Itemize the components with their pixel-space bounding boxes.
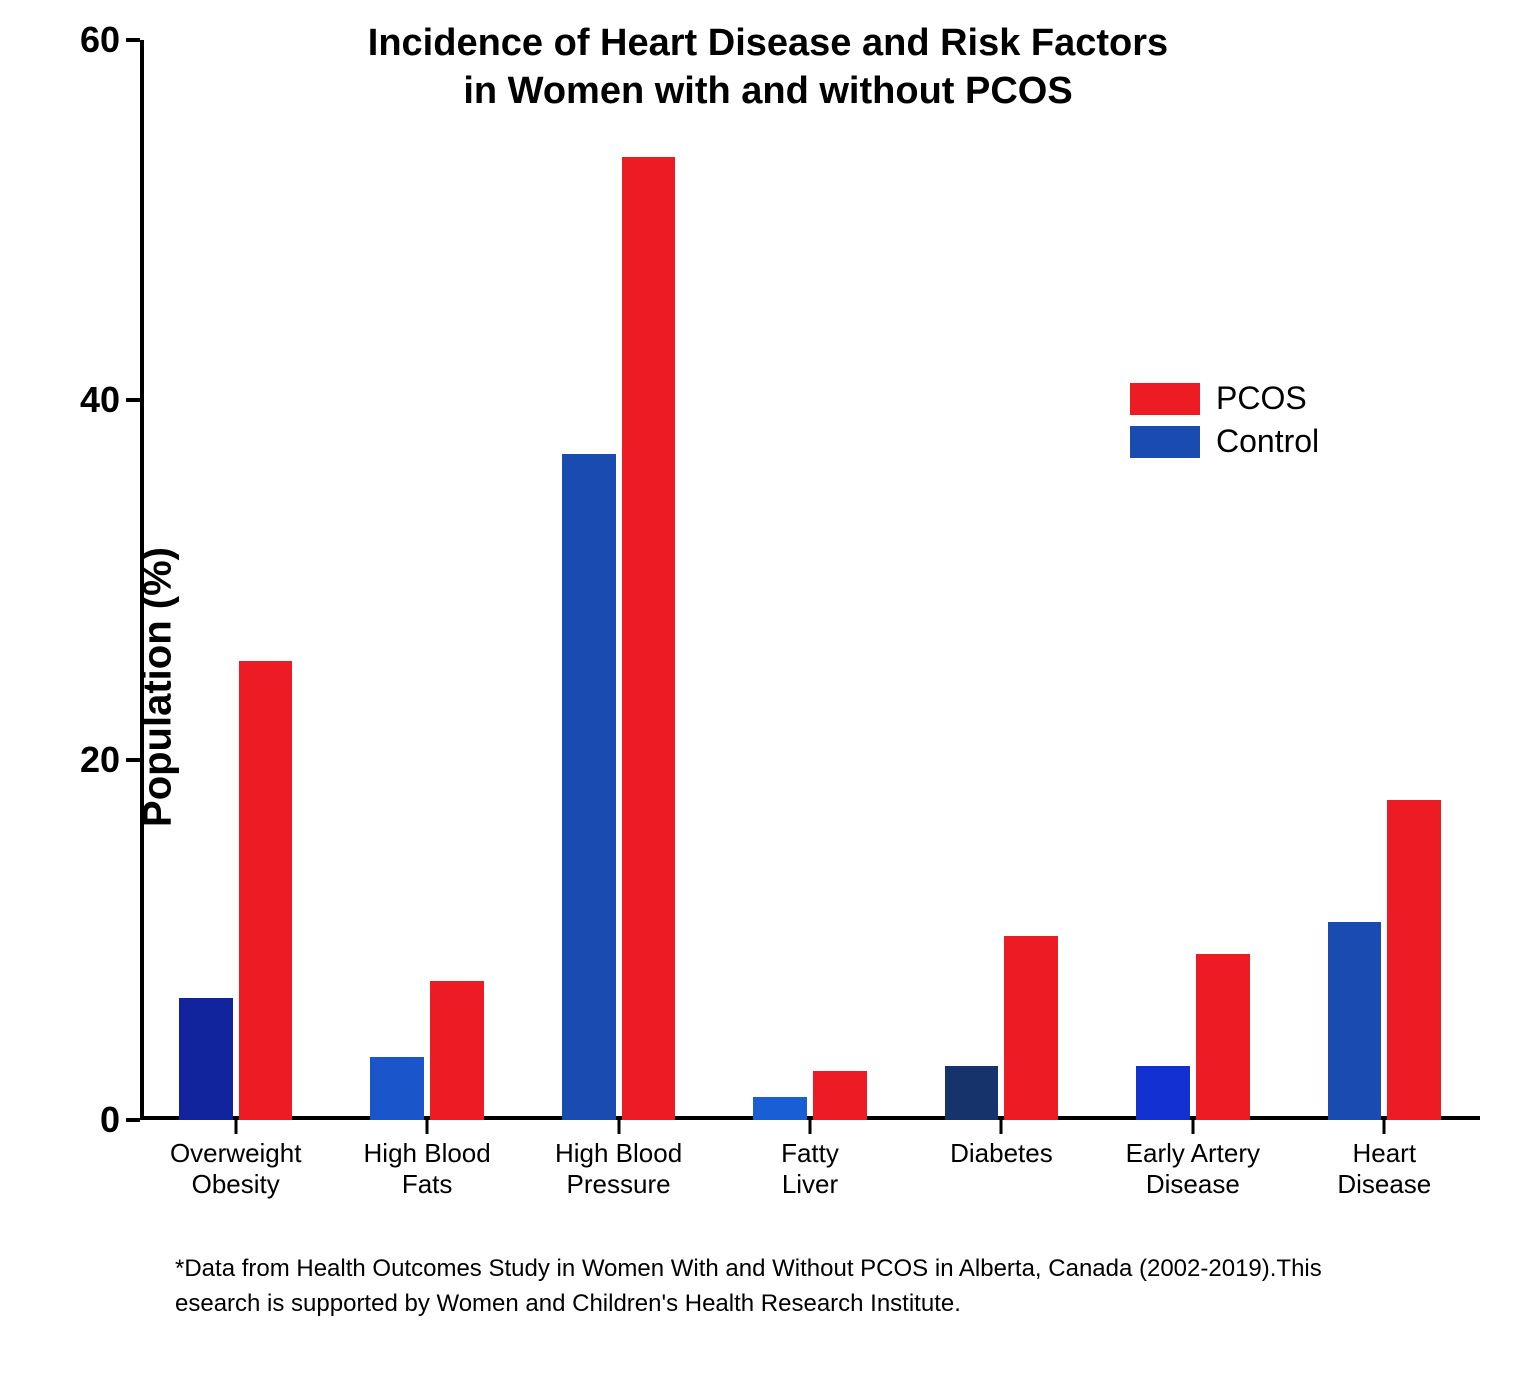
- bar-pcos: [813, 1071, 867, 1120]
- legend-label: Control: [1216, 423, 1319, 460]
- bar-control: [562, 454, 616, 1120]
- ytick-label: 60: [80, 19, 140, 61]
- bar-pcos: [239, 661, 293, 1120]
- xtick-label: Early Artery Disease: [1102, 1120, 1284, 1200]
- bar-pcos: [1004, 936, 1058, 1120]
- legend-item: PCOS: [1130, 380, 1319, 417]
- bar-control: [1136, 1066, 1190, 1120]
- bar-pcos: [430, 981, 484, 1120]
- bar-control: [753, 1097, 807, 1120]
- ytick-label: 0: [100, 1099, 140, 1141]
- legend-swatch: [1130, 383, 1200, 415]
- bar-pcos: [1387, 800, 1441, 1120]
- ytick-label: 40: [80, 379, 140, 421]
- xtick-label: High Blood Fats: [336, 1120, 518, 1200]
- bar-control: [945, 1066, 999, 1120]
- xtick-label: Fatty Liver: [719, 1120, 901, 1200]
- bar-control: [179, 998, 233, 1120]
- legend-swatch: [1130, 426, 1200, 458]
- bar-pcos: [622, 157, 676, 1120]
- ytick-label: 20: [80, 739, 140, 781]
- legend-label: PCOS: [1216, 380, 1307, 417]
- legend-item: Control: [1130, 423, 1319, 460]
- bar-control: [1328, 922, 1382, 1120]
- y-axis-line: [140, 40, 144, 1120]
- xtick-label: Heart Disease: [1293, 1120, 1475, 1200]
- xtick-label: High Blood Pressure: [528, 1120, 710, 1200]
- chart-container: Incidence of Heart Disease and Risk Fact…: [0, 0, 1536, 1374]
- footnote: *Data from Health Outcomes Study in Wome…: [175, 1252, 1395, 1322]
- bar-pcos: [1196, 954, 1250, 1120]
- bar-control: [370, 1057, 424, 1120]
- plot-area: 0204060Overweight ObesityHigh Blood Fats…: [140, 40, 1480, 1120]
- xtick-label: Overweight Obesity: [145, 1120, 327, 1200]
- legend: PCOS Control: [1130, 380, 1319, 466]
- xtick-label: Diabetes: [911, 1120, 1093, 1169]
